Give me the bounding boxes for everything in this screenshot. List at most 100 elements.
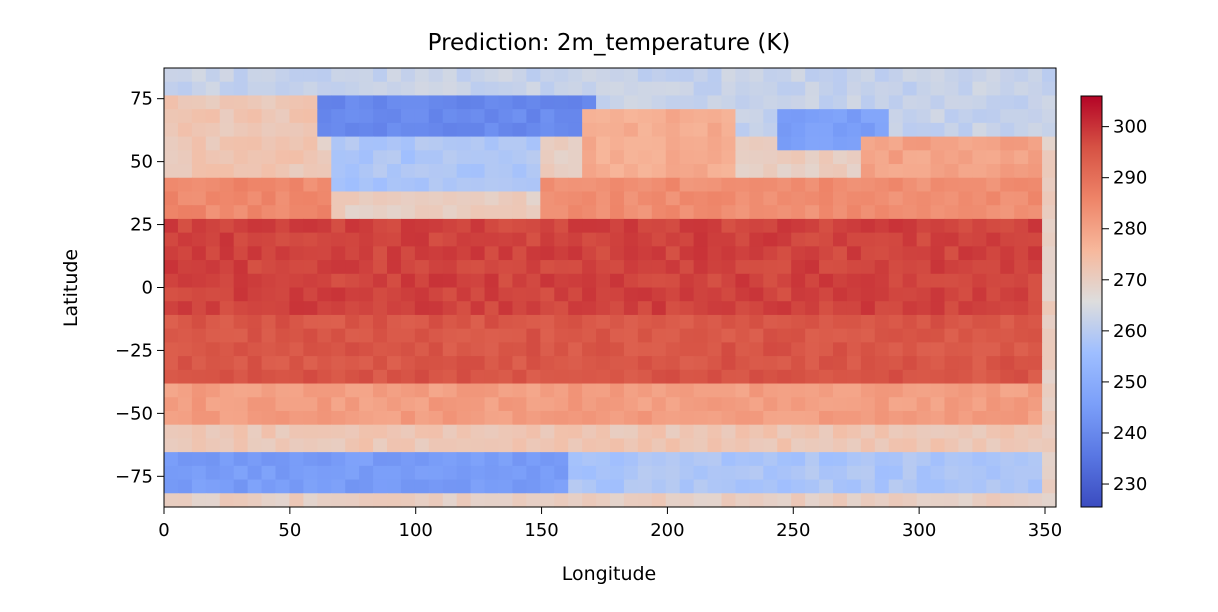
heatmap-cell [512,260,527,275]
heatmap-cell [860,356,876,371]
heatmap-cell [540,369,555,385]
heatmap-cell [1042,301,1057,316]
heatmap-cell [331,218,346,234]
heatmap-cell [596,452,611,467]
heatmap-cell [289,424,304,440]
heatmap-cell [833,452,848,467]
heatmap-cell [233,68,249,83]
heatmap-cell [498,397,514,412]
heatmap-cell [958,150,973,165]
heatmap-cell [191,273,207,289]
heatmap-cell [414,383,430,398]
heatmap-cell [874,342,890,357]
heatmap-cell [1028,246,1043,261]
heatmap-cell [470,136,486,151]
heatmap-cell [610,273,625,289]
heatmap-cell [261,273,277,289]
heatmap-cell [1028,424,1043,440]
heatmap-cell [484,410,500,426]
heatmap-cell [317,342,332,357]
heatmap-cell [610,424,625,440]
heatmap-cell [651,438,667,453]
heatmap-cell [916,205,932,220]
heatmap-cell [1028,438,1043,453]
heatmap-cell [456,273,472,289]
heatmap-cell [191,95,207,110]
heatmap-cell [777,287,792,302]
heatmap-cell [972,410,987,426]
heatmap-cell [721,205,737,220]
heatmap-cell [596,260,611,275]
heatmap-cell [456,314,472,330]
heatmap-cell [205,232,221,247]
heatmap-cell [637,150,653,165]
heatmap-cell [233,232,249,247]
heatmap-cell [651,260,667,275]
heatmap-cell [693,328,709,343]
heatmap-cell [693,356,709,371]
heatmap-cell [219,438,235,453]
heatmap-cell [916,328,932,343]
heatmap-cell [568,218,583,234]
heatmap-cell [177,452,193,467]
heatmap-cell [1028,136,1043,151]
heatmap-cell [596,81,611,97]
heatmap-cell [679,68,695,83]
heatmap-cell [428,287,444,302]
heatmap-cell [317,177,332,193]
heatmap-cell [191,218,207,234]
heatmap-cell [707,314,723,330]
heatmap-cell [763,314,778,330]
heatmap-cell [1000,314,1015,330]
heatmap-cell [610,81,625,97]
heatmap-cell [275,424,291,440]
heatmap-cell [373,452,388,467]
heatmap-cell [484,122,500,138]
heatmap-cell [833,191,848,206]
heatmap-cell [275,205,291,220]
heatmap-cell [247,424,263,440]
heatmap-cell [763,218,778,234]
heatmap-cell [428,410,444,426]
heatmap-cell [373,438,388,453]
heatmap-cell [512,273,527,289]
heatmap-cell [177,205,193,220]
heatmap-cell [888,452,904,467]
heatmap-cell [1028,218,1043,234]
heatmap-cell [359,218,374,234]
heatmap-cell [484,328,500,343]
heatmap-cell [484,452,500,467]
heatmap-cell [777,438,792,453]
heatmap-cell [665,95,681,110]
heatmap-cell [1000,122,1015,138]
heatmap-cell [568,410,583,426]
heatmap-cell [902,356,918,371]
heatmap-cell [707,122,723,138]
heatmap-cell [930,205,946,220]
heatmap-cell [219,452,235,467]
heatmap-cell [219,246,235,261]
heatmap-cell [944,438,960,453]
heatmap-cell [568,122,583,138]
heatmap-cell [944,122,960,138]
heatmap-cell [805,465,820,481]
heatmap-cell [484,218,500,234]
colorbar-tick-label: 280 [1113,219,1147,240]
chart-title: Prediction: 2m_temperature (K) [428,30,791,56]
heatmap-cell [582,356,597,371]
heatmap-cell [414,260,430,275]
heatmap-cell [1042,68,1057,83]
heatmap-cell [944,81,960,97]
heatmap-cell [860,260,876,275]
heatmap-cell [791,177,806,193]
heatmap-cell [707,150,723,165]
heatmap-cell [833,493,848,508]
heatmap-cell [958,246,973,261]
heatmap-cell [470,287,486,302]
heatmap-cell [400,273,416,289]
heatmap-cell [428,356,444,371]
heatmap-cell [735,68,750,83]
heatmap-cell [1014,205,1029,220]
heatmap-cell [944,465,960,481]
